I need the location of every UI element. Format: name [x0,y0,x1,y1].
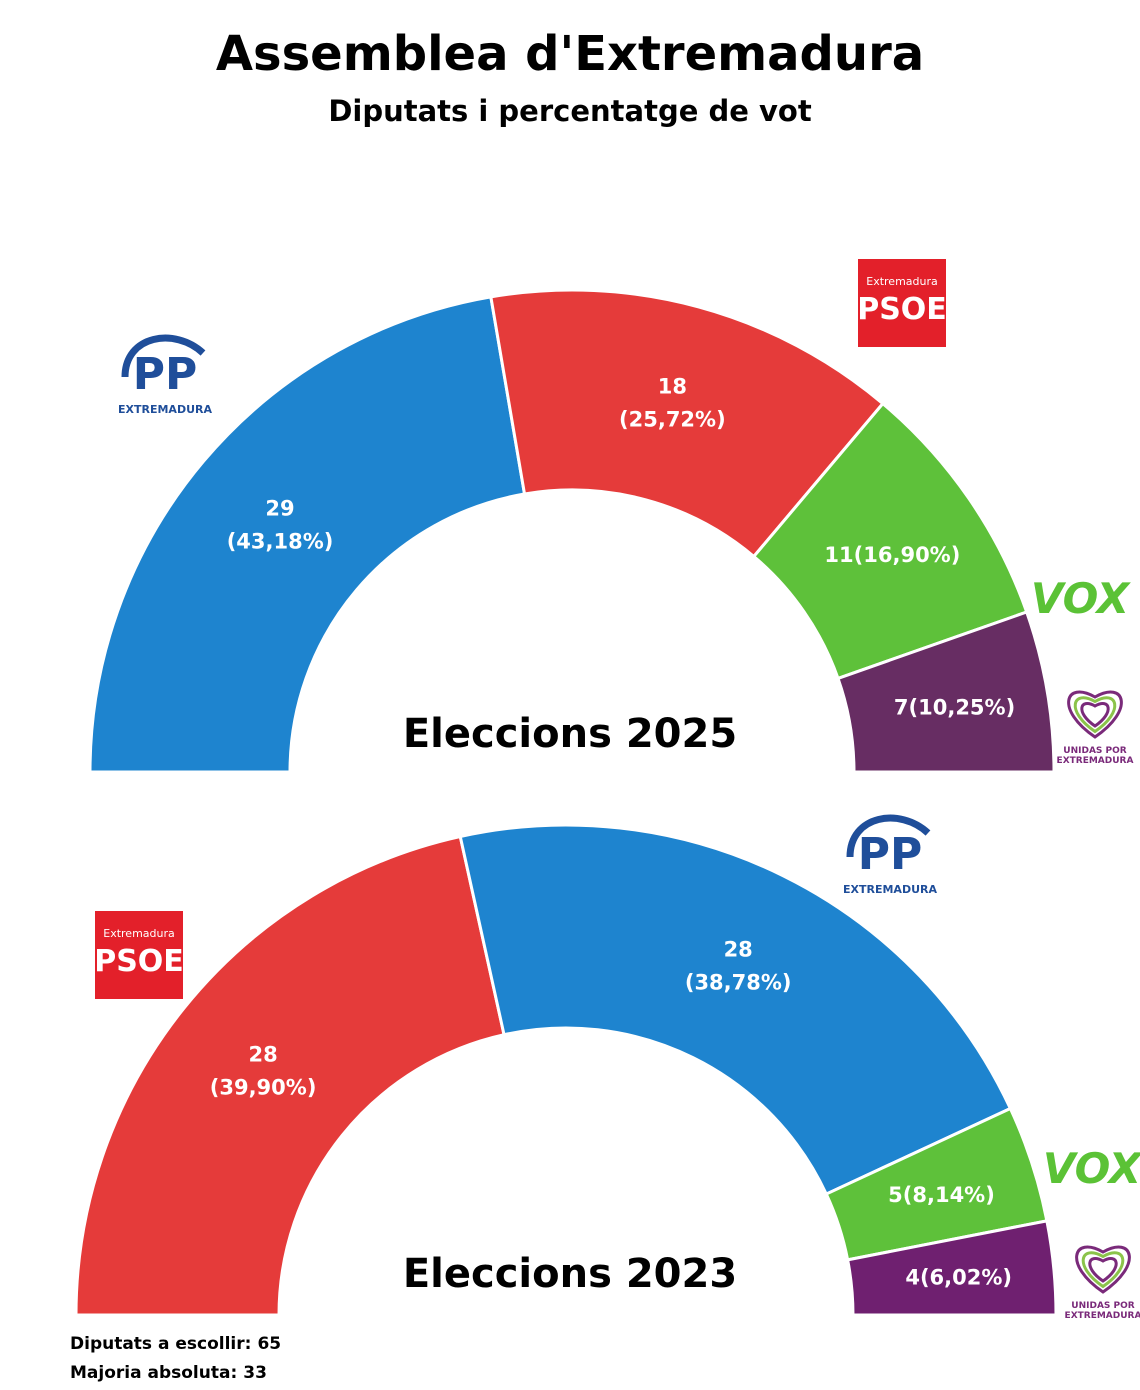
logo-text: PSOE [857,292,947,327]
seat-segment [489,288,885,559]
logo-heart [1075,1245,1131,1294]
segment-label: 5(8,14%) [888,1183,995,1207]
segment-label: 4(6,02%) [905,1266,1012,1290]
logo-heart [1067,690,1123,739]
seat-segment [836,610,1056,774]
subtitle: Diputats i percentatge de vot [328,94,812,128]
segment-label: 7(10,25%) [894,696,1015,720]
chart-title: Eleccions 2025 [403,711,737,757]
logo-subtext: EXTREMADURA [843,883,937,896]
logo-box [95,911,183,999]
logo-heart [1080,702,1110,728]
logo-box [858,259,946,347]
seat-segment [88,295,527,774]
footer-value: 65 [257,1334,281,1354]
logo-subtext: EXTREMADURA [118,403,212,416]
logo-text: VOX [1031,574,1132,623]
seat-segment [74,834,506,1317]
logo-heart [1081,1251,1125,1289]
chart-title: Eleccions 2023 [403,1251,737,1297]
seat-label: 29 [265,497,294,521]
percentage-label: (8,14%) [903,1183,995,1207]
footer-note: Diputats a escollir: 65 [70,1334,281,1354]
seat-label: 11 [824,543,853,567]
footer-value: 33 [243,1363,267,1383]
footer-note: Majoria absoluta: 33 [70,1363,267,1383]
percentage-label: (43,18%) [227,530,334,554]
percentage-label: (38,78%) [685,971,792,995]
percentage-label: (16,90%) [854,543,961,567]
logo-text: UNIDAS POR [1071,1301,1134,1311]
seat-label: 7 [894,696,909,720]
seat-segment [458,823,1013,1197]
percentage-label: (10,25%) [909,696,1016,720]
logo-subtext: Extremadura [866,275,938,288]
logo-heart [1088,1257,1118,1283]
percentage-label: (6,02%) [920,1266,1012,1290]
logo-subtext: EXTREMADURA [1057,756,1134,766]
footer-label: Majoria absoluta: [70,1363,237,1383]
seat-label: 28 [724,938,753,962]
logo-subtext: EXTREMADURA [1065,1311,1140,1321]
logo-text: PP [858,829,923,880]
seat-label: 18 [658,374,687,398]
logo-heart [1073,696,1117,734]
logo-text: PSOE [94,944,184,979]
logo-swoosh [121,334,206,378]
seat-segment [845,1219,1058,1317]
percentage-label: (25,72%) [619,407,726,431]
logo-text: PP [133,349,198,400]
seat-label: 4 [905,1266,920,1290]
logo-text: UNIDAS POR [1063,746,1126,756]
logo-swoosh [846,814,931,858]
segment-label: 11(16,90%) [824,543,960,567]
footer-label: Diputats a escollir: [70,1334,251,1354]
percentage-label: (39,90%) [210,1076,317,1100]
seat-label: 28 [248,1043,277,1067]
logo-text: VOX [1043,1144,1140,1193]
logo-subtext: Extremadura [103,927,175,940]
main-title: Assemblea d'Extremadura [216,26,924,82]
seat-label: 5 [888,1183,903,1207]
